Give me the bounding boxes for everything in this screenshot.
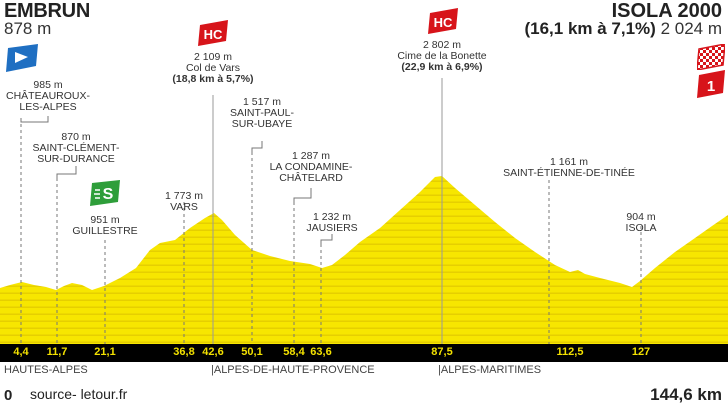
svg-text:S: S xyxy=(103,186,114,203)
finish-altitude: 2 024 m xyxy=(660,19,722,38)
km-marker: 4,4 xyxy=(13,346,29,358)
svg-text:HC: HC xyxy=(434,15,453,30)
waypoint-label: 904 m ISOLA xyxy=(625,211,657,234)
km-marker: 112,5 xyxy=(556,346,584,358)
waypoint-label: 870 m SAINT-CLÉMENT- SUR-DURANCE xyxy=(32,131,120,165)
summit-lines xyxy=(212,78,443,344)
km-marker-lines xyxy=(20,118,642,344)
waypoint-label: 1 517 m SAINT-PAUL- SUR-UBAYE xyxy=(230,96,294,130)
km-marker: 63,6 xyxy=(310,346,332,358)
hc-climb-badge-bonette: HC xyxy=(428,8,458,34)
km-marker: 127 xyxy=(631,346,651,358)
source-credit: source- letour.fr xyxy=(30,386,128,402)
km-marker: 87,5 xyxy=(431,346,453,358)
km-marker: 42,6 xyxy=(202,346,224,358)
summit-label-col-de-vars: 2 109 m Col de Vars (18,8 km à 5,7%) xyxy=(172,51,254,85)
km-marker: 50,1 xyxy=(241,346,263,358)
start-altitude: 878 m xyxy=(4,19,52,38)
finish-town: ISOLA 2000 xyxy=(611,0,722,22)
summit-label-cime-de-la-bonette: 2 802 m Cime de la Bonette (22,9 km à 6,9%… xyxy=(397,39,487,73)
finish-climb-info: (16,1 km à 7,1%) 2 024 m xyxy=(524,19,722,39)
km-marker: 21,1 xyxy=(94,346,116,358)
category-1-badge-icon: 1 xyxy=(697,70,725,98)
waypoint-label: 1 287 m LA CONDAMINE- CHÂTELARD xyxy=(269,150,353,184)
waypoint-label: 1 161 m SAINT-ÉTIENNE-DE-TINÉE xyxy=(503,156,635,179)
sprint-badge-icon: S xyxy=(90,180,120,206)
km-marker: 11,7 xyxy=(46,346,68,358)
svg-text:1: 1 xyxy=(707,78,715,95)
start-km: 0 xyxy=(4,387,13,404)
profile-area xyxy=(0,176,728,345)
start-town: EMBRUN xyxy=(4,0,90,22)
km-marker: 36,8 xyxy=(173,346,195,358)
region-label: |ALPES-DE-HAUTE-PROVENCE xyxy=(211,364,375,376)
waypoint-label: 1 232 m JAUSIERS xyxy=(306,211,358,234)
waypoint-label: 951 m GUILLESTRE xyxy=(72,214,138,237)
distance-bar xyxy=(0,344,728,362)
hc-climb-badge-vars: HC xyxy=(198,20,228,46)
waypoint-label: 985 m CHÂTEAUROUX- LES-ALPES xyxy=(5,79,91,113)
total-distance: 144,6 km xyxy=(650,385,722,404)
km-marker: 58,4 xyxy=(283,346,305,358)
region-label: |ALPES-MARITIMES xyxy=(438,364,542,376)
waypoint-label: 1 773 m VARS xyxy=(165,190,203,213)
svg-text:HC: HC xyxy=(204,27,223,42)
elevation-profile xyxy=(0,78,728,345)
label-connectors xyxy=(20,116,333,244)
start-flag-icon xyxy=(4,44,38,72)
region-label: HAUTES-ALPES xyxy=(4,364,88,376)
finish-climb: (16,1 km à 7,1%) xyxy=(524,19,656,38)
checkered-flag-icon xyxy=(697,44,725,70)
